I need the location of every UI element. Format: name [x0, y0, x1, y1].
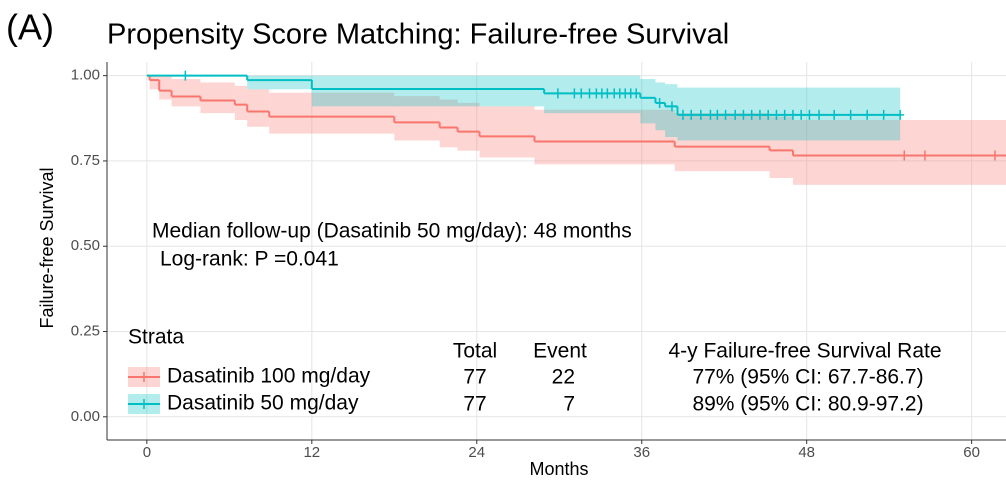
censor-mark — [900, 150, 909, 161]
censor-mark — [879, 109, 888, 120]
confidence-band — [247, 89, 270, 127]
x-axis-label: Months — [529, 459, 588, 479]
censor-mark — [655, 97, 664, 108]
panel-label: (A) — [6, 7, 54, 48]
censor-mark — [687, 109, 696, 120]
censor-mark — [788, 109, 797, 120]
y-tick-label: 1.00 — [71, 67, 100, 84]
table-header: Event — [533, 340, 587, 363]
table-cell: 89% (95% CI: 80.9-97.2) — [692, 393, 923, 416]
y-tick-label: 0.00 — [71, 408, 100, 425]
x-tick-label: 24 — [468, 444, 485, 461]
confidence-band — [269, 92, 395, 134]
confidence-band — [674, 113, 770, 172]
y-tick-label: 0.25 — [71, 322, 100, 339]
censor-mark — [181, 70, 190, 81]
confidence-band — [544, 75, 641, 114]
plot-background — [107, 62, 1006, 440]
legend-key-censor — [140, 399, 148, 409]
x-tick-label: 12 — [303, 444, 320, 461]
censor-mark — [632, 88, 641, 99]
censor-mark — [696, 109, 705, 120]
censor-mark — [739, 109, 748, 120]
censor-mark — [780, 109, 789, 120]
censor-mark — [678, 109, 687, 120]
confidence-band — [479, 106, 535, 158]
censor-mark — [772, 109, 781, 120]
censor-mark — [991, 150, 1000, 161]
annotation: Median follow-up (Dasatinib 50 mg/day): … — [152, 220, 632, 243]
legend-key-censor — [140, 372, 148, 382]
censor-mark — [667, 101, 676, 112]
x-tick-label: 0 — [143, 444, 151, 461]
confidence-band — [640, 79, 656, 124]
censor-mark — [863, 109, 872, 120]
censor-mark — [755, 109, 764, 120]
legend-title: Strata — [128, 326, 184, 349]
censor-mark — [603, 88, 612, 99]
y-tick-label: 0.75 — [71, 152, 100, 169]
censor-mark — [577, 88, 586, 99]
x-tick-label: 48 — [798, 444, 815, 461]
confidence-band — [311, 75, 545, 107]
censor-mark — [815, 109, 824, 120]
censor-mark — [830, 109, 839, 120]
censor-mark — [747, 109, 756, 120]
confidence-band — [149, 75, 160, 90]
censor-mark — [805, 109, 814, 120]
censor-mark — [713, 109, 722, 120]
confidence-band — [247, 75, 312, 90]
chart-title: Propensity Score Matching: Failure-free … — [107, 19, 729, 51]
legend-label: Dasatinib 50 mg/day — [167, 392, 359, 415]
censor-mark — [797, 109, 806, 120]
censor-mark — [570, 88, 579, 99]
y-tick-label: 0.50 — [71, 237, 100, 254]
confidence-band — [769, 116, 793, 178]
table-cell: 22 — [552, 366, 575, 389]
confidence-band — [159, 75, 172, 100]
x-tick-label: 60 — [963, 444, 980, 461]
legend-label: Dasatinib 100 mg/day — [167, 365, 371, 388]
table-header: Total — [453, 340, 497, 363]
censor-mark — [731, 109, 740, 120]
censor-mark — [553, 88, 562, 99]
table-cell: 77 — [463, 366, 486, 389]
censor-mark — [721, 109, 730, 120]
table-cell: 7 — [563, 393, 575, 416]
confidence-band — [534, 109, 675, 165]
censor-mark — [706, 109, 715, 120]
censor-mark — [764, 109, 773, 120]
confidence-band — [792, 119, 1006, 185]
table-cell: 77% (95% CI: 67.7-86.7) — [692, 366, 923, 389]
table-cell: 77 — [463, 393, 486, 416]
censor-mark — [920, 150, 929, 161]
confidence-band — [234, 85, 248, 120]
y-axis-label: Failure-free Survival — [37, 167, 57, 328]
confidence-band — [394, 96, 440, 141]
confidence-band — [171, 79, 201, 107]
x-tick-label: 36 — [633, 444, 650, 461]
censor-mark — [846, 109, 855, 120]
censor-mark — [896, 109, 905, 120]
annotation: Log-rank: P =0.041 — [160, 248, 339, 271]
plot-area — [107, 62, 1006, 440]
censor-mark — [585, 88, 594, 99]
confidence-band — [439, 99, 458, 148]
confidence-band — [200, 82, 235, 114]
table-header: 4-y Failure-free Survival Rate — [668, 340, 941, 363]
confidence-band — [457, 102, 480, 151]
